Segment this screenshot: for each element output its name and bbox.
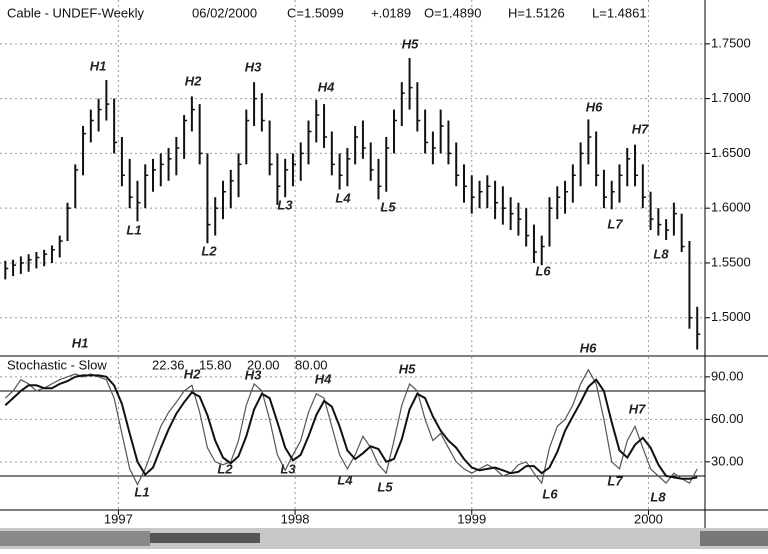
header-symbol: Cable - UNDEF-Weekly [7,5,145,20]
scroll-thumb[interactable] [0,531,150,546]
header-date: 06/02/2000 [192,5,257,20]
annotation: H6 [586,99,603,114]
annotation: H6 [580,340,597,355]
y-tick-label: 1.6000 [711,200,751,215]
annotation: L5 [377,479,393,494]
annotation: L3 [280,461,296,476]
annotation: H7 [629,401,646,416]
annotation: L8 [650,489,666,504]
annotation: H1 [72,335,89,350]
annotation: L8 [653,246,669,261]
header-change: +.0189 [371,5,411,20]
stochastic-line [4,368,698,486]
header-low: L=1.4861 [592,5,647,20]
header-open: O=1.4890 [424,5,481,20]
header-close: C=1.5099 [287,5,344,20]
x-tick-label: 1997 [104,511,133,526]
annotation: H3 [245,59,262,74]
indicator-readout: 15.80 [199,357,232,372]
annotation: H2 [185,73,202,88]
annotation: L4 [337,472,353,487]
annotation: L7 [607,216,623,231]
indicator-level: 80.00 [295,357,328,372]
annotation: L6 [535,263,551,278]
y-tick-label: 1.5500 [711,254,751,269]
annotation: H1 [90,58,107,73]
annotation: H4 [315,371,332,386]
annotation: H5 [399,361,416,376]
y-tick-label: 1.7000 [711,90,751,105]
indicator-readout: 22.36 [152,357,185,372]
status-box [150,533,260,543]
y-tick-label: 30.00 [711,453,744,468]
y-tick-label: 1.6500 [711,145,751,160]
annotation: H7 [632,121,649,136]
annotation: L2 [217,461,233,476]
indicator-level: 20.00 [247,357,280,372]
annotation: L7 [607,473,623,488]
header-high: H=1.5126 [508,5,565,20]
scroll-buttons[interactable] [700,531,768,546]
y-tick-label: 1.7500 [711,35,751,50]
annotation: L5 [380,199,396,214]
stochastic-line [4,374,698,480]
x-tick-label: 1998 [281,511,310,526]
annotation: H2 [184,366,201,381]
y-tick-label: 90.00 [711,368,744,383]
x-tick-label: 1999 [457,511,486,526]
y-tick-label: 1.5000 [711,309,751,324]
annotation: H5 [402,36,419,51]
indicator-title: Stochastic - Slow [7,357,107,372]
annotation: H3 [245,367,262,382]
annotation: L2 [201,243,217,258]
header: Cable - UNDEF-Weekly 06/02/2000 C=1.5099… [7,5,647,372]
annotation: L1 [126,222,141,237]
annotation: L6 [542,486,558,501]
annotation: H4 [318,79,335,94]
annotation: L4 [335,190,351,205]
annotation: L1 [134,484,149,499]
annotation: L3 [277,197,293,212]
y-tick-label: 60.00 [711,411,744,426]
x-tick-label: 2000 [634,511,663,526]
